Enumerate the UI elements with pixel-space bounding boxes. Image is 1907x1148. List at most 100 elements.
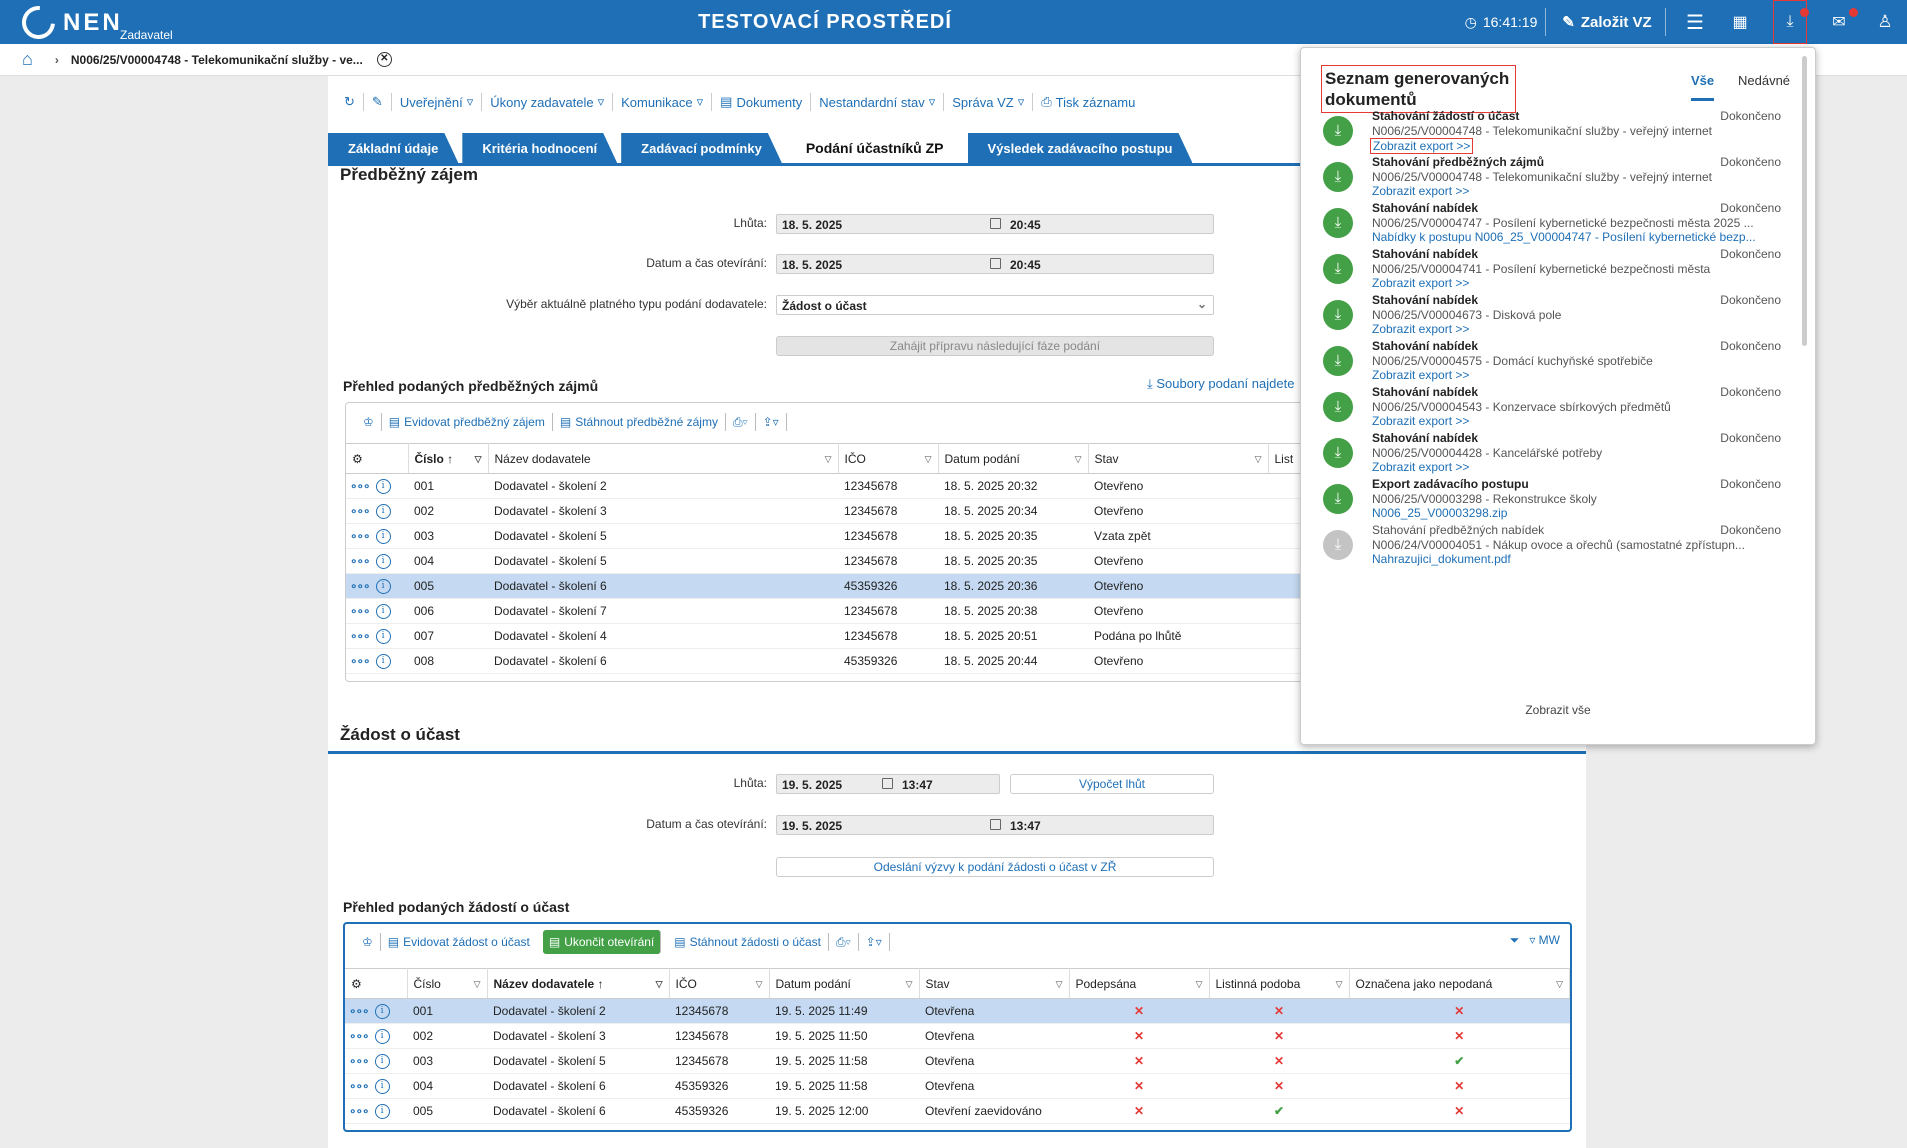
document-link[interactable]: Zobrazit export >> xyxy=(1372,460,1470,474)
info-icon[interactable]: i xyxy=(374,1053,390,1069)
document-link[interactable]: N006_25_V00003298.zip xyxy=(1372,506,1508,520)
tab-result[interactable]: Výsledek zadávacího postupu xyxy=(968,133,1193,163)
toolbar-publish[interactable]: Uveřejnění ▿ xyxy=(392,93,483,111)
badge-icon[interactable]: ♔ xyxy=(356,413,382,431)
info-icon[interactable]: i xyxy=(375,528,391,544)
table-row[interactable]: ∘∘∘ i 002 Dodavatel - školení 3 12345678 19. … xyxy=(345,1023,1570,1049)
toolbar-documents[interactable]: ▤ Dokumenty xyxy=(712,93,812,111)
table-row[interactable]: ∘∘∘ i 006 Dodavatel - školení 7 12345678 18. … xyxy=(346,598,1306,624)
info-icon[interactable]: i xyxy=(375,603,391,619)
more-icon[interactable]: ∘∘∘ xyxy=(350,604,371,619)
column-settings-icon[interactable]: ⚙ xyxy=(345,968,408,999)
table-row[interactable]: ∘∘∘ i 002 Dodavatel - školení 3 12345678 18. … xyxy=(346,498,1306,524)
deadline-field[interactable]: 18. 5. 2025 20:45 xyxy=(776,214,1214,234)
table-row[interactable]: ∘∘∘ i 001 Dodavatel - školení 2 12345678 18. … xyxy=(346,473,1306,499)
export-icon[interactable]: ⇪▿ xyxy=(859,933,890,951)
next-phase-button[interactable]: Zahájit přípravu následující fáze podání xyxy=(776,336,1214,356)
send-invitation-button[interactable]: Odeslání výzvy k podání žádosti o účast … xyxy=(776,857,1214,877)
add-request-button[interactable]: ▤ Evidovat žádost o účast xyxy=(387,935,530,949)
mail-icon[interactable]: ✉ xyxy=(1832,14,1846,31)
create-vz-button[interactable]: ✎ Založit VZ xyxy=(1562,13,1652,32)
cell: 18. 5. 2025 20:51 xyxy=(938,623,1088,649)
add-interest-button[interactable]: ▤ Evidovat předběžný zájem xyxy=(382,413,553,431)
more-icon[interactable]: ∘∘∘ xyxy=(350,654,371,669)
table-row[interactable]: ∘∘∘ i 005 Dodavatel - školení 6 45359326 18. … xyxy=(346,573,1306,599)
download-interest-button[interactable]: ▤ Stáhnout předběžné zájmy xyxy=(553,413,726,431)
document-link[interactable]: Zobrazit export >> xyxy=(1372,276,1470,290)
info-icon[interactable]: i xyxy=(374,1078,390,1094)
more-icon[interactable]: ∘∘∘ xyxy=(350,579,371,594)
info-icon[interactable]: i xyxy=(375,578,391,594)
table-row[interactable]: ∘∘∘ i 005 Dodavatel - školení 6 45359326 19. … xyxy=(345,1098,1570,1124)
close-icon[interactable]: ✕ xyxy=(376,52,392,67)
info-icon[interactable]: i xyxy=(374,1028,390,1044)
document-link[interactable]: Nahrazujici_dokument.pdf xyxy=(1372,552,1511,566)
files-link[interactable]: ⤓ Soubory podaní najdete xyxy=(1147,376,1295,391)
breadcrumb-title[interactable]: N006/25/V00004748 - Telekomunikační služ… xyxy=(70,52,363,67)
more-icon[interactable]: ∘∘∘ xyxy=(350,529,371,544)
table-row[interactable]: ∘∘∘ i 004 Dodavatel - školení 6 45359326 19. … xyxy=(345,1073,1570,1099)
more-icon[interactable]: ∘∘∘ xyxy=(349,1004,370,1019)
more-icon[interactable]: ∘∘∘ xyxy=(349,1029,370,1044)
badge-icon[interactable]: ♔ xyxy=(355,933,381,951)
document-link[interactable]: Nabídky k postupu N006_25_V00004747 - Po… xyxy=(1372,230,1756,244)
download-icon[interactable]: ⤓ xyxy=(1773,0,1807,44)
download-requests-button[interactable]: ▤ Stáhnout žádosti o účast xyxy=(667,933,830,951)
print-icon[interactable]: ⎙▿ xyxy=(829,933,859,951)
table-row[interactable]: ∘∘∘ i 004 Dodavatel - školení 5 12345678 18. … xyxy=(346,548,1306,574)
user-icon[interactable]: ♙ xyxy=(1877,12,1893,31)
tab-basic[interactable]: Základní údaje xyxy=(328,133,458,163)
info-icon[interactable]: i xyxy=(375,478,391,494)
toolbar-print[interactable]: ⎙ Tisk záznamu xyxy=(1041,94,1136,110)
tab-recent[interactable]: Nedávné xyxy=(1738,73,1791,88)
column-settings-icon[interactable]: ⚙ xyxy=(346,443,409,474)
more-icon[interactable]: ∘∘∘ xyxy=(350,504,371,519)
opening-field[interactable]: 18. 5. 2025 20:45 xyxy=(776,254,1214,274)
more-icon[interactable]: ∘∘∘ xyxy=(349,1104,370,1119)
calc-deadline-button[interactable]: Výpočet lhůt xyxy=(1010,774,1214,794)
opening2-field[interactable]: 19. 5. 2025 13:47 xyxy=(776,815,1214,835)
document-link[interactable]: Zobrazit export >> xyxy=(1370,138,1474,154)
document-link[interactable]: Zobrazit export >> xyxy=(1372,184,1470,198)
tab-conditions[interactable]: Zadávací podmínky xyxy=(621,133,782,163)
info-icon[interactable]: i xyxy=(375,653,391,669)
document-link[interactable]: Zobrazit export >> xyxy=(1372,368,1470,382)
info-icon[interactable]: i xyxy=(375,553,391,569)
table-row[interactable]: ∘∘∘ i 001 Dodavatel - školení 2 12345678 19. … xyxy=(345,998,1570,1024)
toolbar-nonstandard[interactable]: Nestandardní stav ▿ xyxy=(811,93,945,111)
table-row[interactable]: ∘∘∘ i 003 Dodavatel - školení 5 12345678 19. … xyxy=(345,1048,1570,1074)
more-icon[interactable]: ∘∘∘ xyxy=(350,629,371,644)
info-icon[interactable]: i xyxy=(374,1103,390,1119)
menu-icon[interactable]: ☰ xyxy=(1686,11,1704,34)
info-icon[interactable]: i xyxy=(375,628,391,644)
tab-submissions[interactable]: Podání účastníků ZP xyxy=(786,133,964,163)
table-row[interactable]: ∘∘∘ i 003 Dodavatel - školení 5 12345678 18. … xyxy=(346,523,1306,549)
table-row[interactable]: ∘∘∘ i 007 Dodavatel - školení 4 12345678 18. … xyxy=(346,623,1306,649)
scrollbar[interactable] xyxy=(1802,56,1807,346)
tab-criteria[interactable]: Kritéria hodnocení xyxy=(462,133,617,163)
deadline2-field[interactable]: 19. 5. 2025 13:47 xyxy=(776,774,1000,794)
more-icon[interactable]: ∘∘∘ xyxy=(350,479,371,494)
show-all-link[interactable]: Zobrazit vše xyxy=(1525,703,1591,717)
table-row[interactable]: ∘∘∘ i 008 Dodavatel - školení 6 45359326 18. … xyxy=(346,648,1306,674)
end-opening-button[interactable]: ▤ Ukončit otevírání xyxy=(542,930,662,954)
toolbar-manage[interactable]: Správa VZ ▿ xyxy=(944,93,1034,111)
document-link[interactable]: Zobrazit export >> xyxy=(1372,322,1470,336)
refresh-icon[interactable]: ↻ xyxy=(336,93,364,111)
document-link[interactable]: Zobrazit export >> xyxy=(1372,414,1470,428)
tab-all[interactable]: Vše xyxy=(1691,73,1715,101)
more-icon[interactable]: ∘∘∘ xyxy=(349,1054,370,1069)
pencil-icon[interactable]: ✎ xyxy=(364,93,392,111)
info-icon[interactable]: i xyxy=(374,1003,390,1019)
toolbar-communication[interactable]: Komunikace ▿ xyxy=(613,93,713,111)
filter-icon[interactable]: ⏷ xyxy=(1509,933,1520,947)
print-icon[interactable]: ⎙▿ xyxy=(726,413,756,431)
more-icon[interactable]: ∘∘∘ xyxy=(350,554,371,569)
toolbar-acts[interactable]: Úkony zadavatele ▿ xyxy=(482,93,614,111)
type-select[interactable]: Žádost o účast ⌄ xyxy=(776,295,1214,315)
calendar-icon[interactable]: ▦ xyxy=(1732,14,1748,31)
home-icon[interactable]: ⌂ xyxy=(22,49,33,69)
export-icon[interactable]: ⇪▿ xyxy=(756,413,787,431)
info-icon[interactable]: i xyxy=(375,503,391,519)
more-icon[interactable]: ∘∘∘ xyxy=(349,1079,370,1094)
